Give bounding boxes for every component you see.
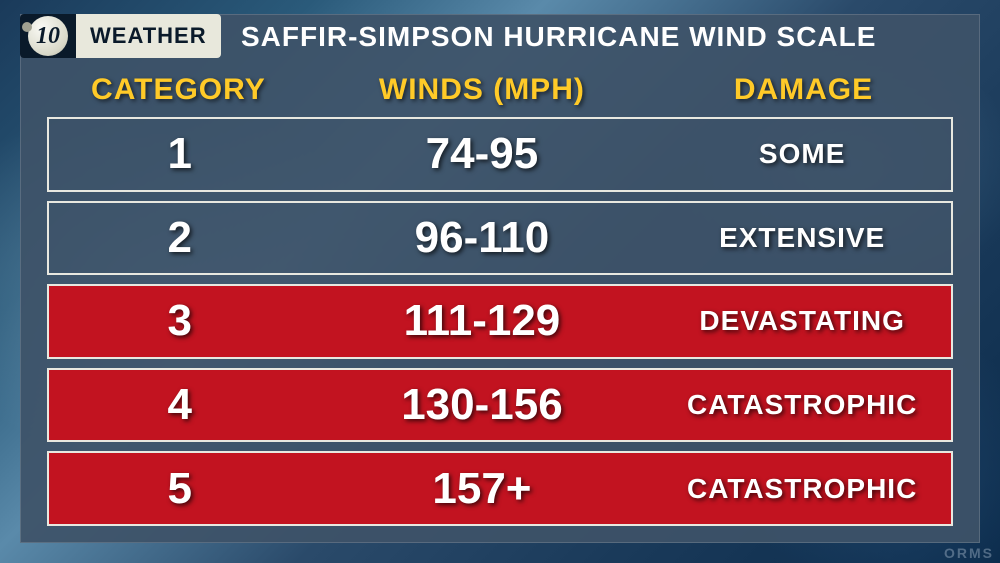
panel-title: SAFFIR-SIMPSON HURRICANE WIND SCALE [241,21,876,53]
cell-category: 2 [49,213,311,263]
cell-category: 4 [49,380,311,430]
corner-watermark: ORMS [944,545,994,561]
table-row: 174-95SOME [47,117,953,192]
cell-damage: SOME [653,138,951,170]
cell-damage: EXTENSIVE [653,222,951,254]
cell-category: 3 [49,296,311,346]
weather-label: WEATHER [76,14,221,58]
cell-damage: CATASTROPHIC [653,389,951,421]
header-category: CATEGORY [47,73,310,107]
cell-winds: 111-129 [311,296,654,346]
cell-category: 1 [49,129,311,179]
header-damage: DAMAGE [654,73,953,107]
header-winds: WINDS (MPH) [310,73,654,107]
cell-damage: DEVASTATING [653,305,951,337]
station-logo-badge: 10 [20,14,76,58]
cell-winds: 96-110 [311,213,654,263]
table-content: CATEGORY WINDS (MPH) DAMAGE 174-95SOME 29… [21,59,979,542]
cell-winds: 130-156 [311,380,654,430]
main-panel: SAFFIR-SIMPSON HURRICANE WIND SCALE CATE… [20,14,980,543]
cell-winds: 74-95 [311,129,654,179]
table-row: 5157+CATASTROPHIC [47,451,953,526]
station-number: 10 [36,23,60,50]
table-rows: 174-95SOME 296-110EXTENSIVE 3111-129DEVAST… [47,117,953,526]
cell-category: 5 [49,464,311,514]
table-row: 3111-129DEVASTATING [47,284,953,359]
cell-winds: 157+ [311,464,654,514]
table-row: 4130-156CATASTROPHIC [47,368,953,443]
station-logo-bar: 10 WEATHER [20,14,221,58]
table-header-row: CATEGORY WINDS (MPH) DAMAGE [47,67,953,117]
table-row: 296-110EXTENSIVE [47,201,953,276]
station-logo-circle: 10 [28,16,68,56]
cell-damage: CATASTROPHIC [653,473,951,505]
